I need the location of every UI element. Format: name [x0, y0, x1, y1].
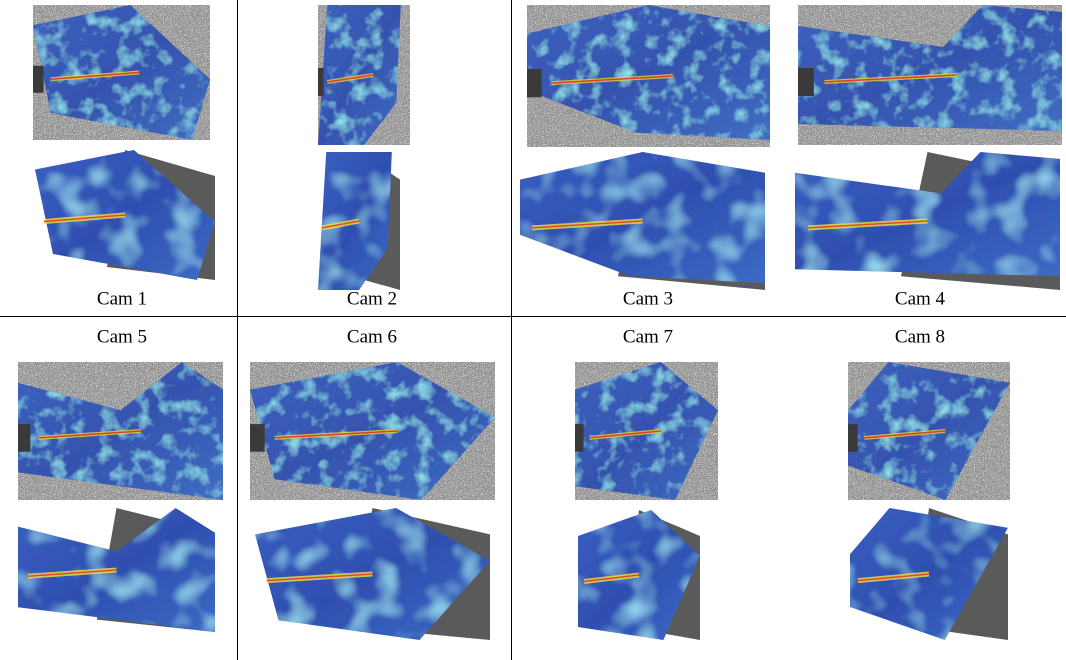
camera-image [575, 362, 718, 500]
reconstruction [255, 508, 490, 640]
reconstruction [35, 150, 215, 280]
reconstruction [520, 152, 765, 290]
camera-image [798, 5, 1062, 145]
camera-label: Cam 4 [895, 288, 946, 309]
camera-label: Cam 7 [623, 326, 673, 347]
panel: Cam 2 [318, 5, 410, 309]
specimen-grip [33, 66, 44, 93]
reconstruction [318, 152, 400, 290]
camera-label: Cam 5 [97, 326, 147, 347]
specimen-grip [848, 424, 858, 452]
specimen-grip [250, 424, 265, 452]
camera-image [318, 5, 410, 145]
reconstruction [578, 510, 700, 640]
camera-label: Cam 3 [623, 288, 673, 309]
reconstructed-field [520, 152, 765, 283]
camera-image [848, 362, 1010, 500]
camera-image [33, 5, 210, 140]
panel: Cam 4 [795, 5, 1062, 309]
panel: Cam 1 [33, 5, 215, 309]
specimen-grip [527, 69, 542, 97]
specimen-grip [18, 424, 30, 452]
figure: Cam 1 Cam 2 Cam 3 Cam 4 Cam 5 Cam 6 Cam 7 Cam 8 [0, 0, 1066, 660]
camera-label: Cam 8 [895, 326, 945, 347]
reconstruction [850, 508, 1008, 640]
panel: Cam 8 [848, 326, 1010, 640]
panel: Cam 5 [18, 326, 223, 632]
camera-label: Cam 2 [347, 288, 397, 309]
reconstruction [795, 152, 1060, 290]
camera-image [18, 362, 223, 500]
panel: Cam 3 [520, 5, 770, 309]
camera-label: Cam 1 [97, 288, 147, 309]
page: Cam 1 Cam 2 Cam 3 Cam 4 Cam 5 Cam 6 Cam 7 Cam 8… [0, 0, 1066, 660]
panel: Cam 7 [575, 326, 718, 640]
camera-label: Cam 6 [347, 326, 397, 347]
specimen-grip [798, 68, 814, 96]
camera-image [250, 362, 495, 500]
panel: Cam 6 [250, 326, 495, 640]
specimen-grip [318, 68, 324, 96]
camera-image [527, 5, 770, 147]
specimen-grip [575, 424, 584, 452]
reconstruction [18, 508, 215, 632]
